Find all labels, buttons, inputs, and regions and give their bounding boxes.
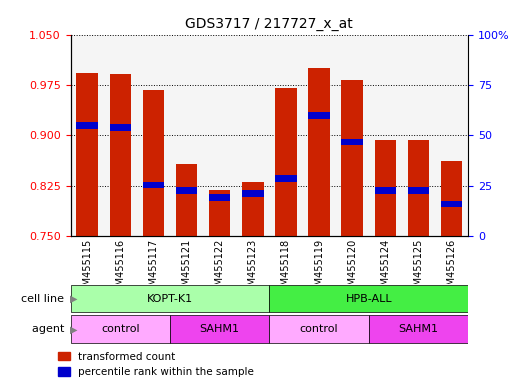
Bar bbox=[76, 73, 98, 236]
Bar bbox=[109, 74, 131, 236]
Bar bbox=[407, 187, 429, 194]
Bar bbox=[76, 122, 98, 129]
Text: control: control bbox=[101, 324, 140, 334]
Text: SAHM1: SAHM1 bbox=[200, 324, 240, 334]
Bar bbox=[374, 140, 396, 236]
Bar bbox=[275, 88, 297, 236]
Bar bbox=[374, 187, 396, 194]
Bar bbox=[308, 112, 330, 119]
Text: HPB-ALL: HPB-ALL bbox=[345, 293, 392, 304]
Bar bbox=[342, 79, 363, 236]
Bar bbox=[407, 140, 429, 236]
Text: ▶: ▶ bbox=[70, 293, 77, 304]
Bar bbox=[209, 195, 231, 201]
Bar bbox=[269, 316, 369, 343]
Bar bbox=[441, 161, 462, 236]
Bar bbox=[71, 316, 170, 343]
Text: KOPT-K1: KOPT-K1 bbox=[147, 293, 193, 304]
Bar bbox=[143, 182, 164, 189]
Bar bbox=[369, 316, 468, 343]
Bar bbox=[308, 68, 330, 236]
Text: SAHM1: SAHM1 bbox=[399, 324, 438, 334]
Bar bbox=[269, 285, 468, 313]
Bar bbox=[143, 90, 164, 236]
Bar bbox=[242, 182, 264, 236]
Bar bbox=[342, 139, 363, 146]
Bar bbox=[275, 175, 297, 182]
Bar bbox=[71, 285, 269, 313]
Legend: transformed count, percentile rank within the sample: transformed count, percentile rank withi… bbox=[58, 352, 254, 377]
Bar bbox=[441, 200, 462, 207]
Title: GDS3717 / 217727_x_at: GDS3717 / 217727_x_at bbox=[186, 17, 353, 31]
Bar bbox=[209, 190, 231, 236]
Bar bbox=[170, 316, 269, 343]
Bar bbox=[176, 164, 197, 236]
Bar bbox=[242, 190, 264, 197]
Text: agent: agent bbox=[32, 324, 68, 334]
Text: cell line: cell line bbox=[21, 293, 68, 304]
Text: control: control bbox=[300, 324, 338, 334]
Text: ▶: ▶ bbox=[70, 324, 77, 334]
Bar bbox=[109, 124, 131, 131]
Bar bbox=[176, 187, 197, 194]
